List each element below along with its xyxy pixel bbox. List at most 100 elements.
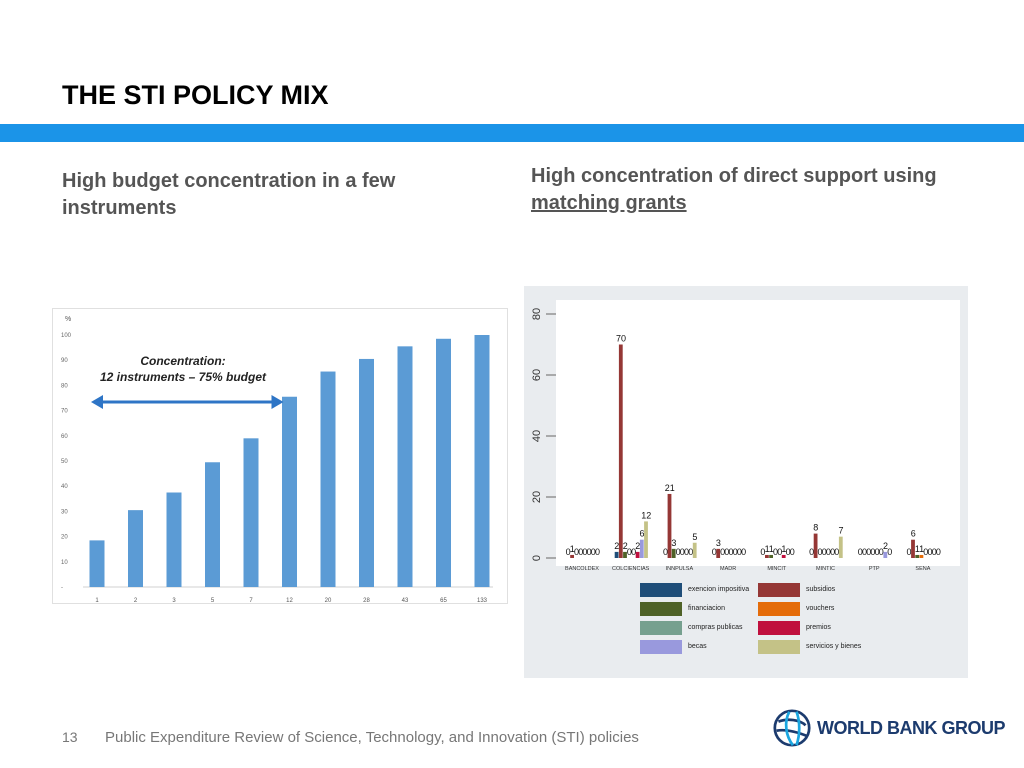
data-label: 0 — [887, 547, 892, 557]
legend-label: financiacion — [688, 605, 725, 612]
direct-support-legend: exencion impositiva subsidios financiacion… — [640, 580, 876, 656]
data-label: 0 — [587, 547, 592, 557]
x-tick-label: COLCIENCIAS — [612, 566, 650, 572]
bar-1 — [89, 540, 105, 587]
bar-12 — [282, 396, 297, 587]
data-label: 0 — [733, 547, 738, 557]
bar-BANCOLDEX-subsidios — [570, 554, 574, 558]
page-number: 13 — [62, 729, 78, 745]
bar-28 — [359, 358, 374, 587]
y-tick-label: 20 — [531, 491, 543, 503]
x-tick-label: PTP — [869, 566, 880, 572]
data-label: 0 — [858, 547, 863, 557]
legend-swatch — [640, 582, 682, 597]
data-label: 0 — [932, 547, 937, 557]
data-label: 12 — [641, 510, 651, 520]
data-label: 1 — [570, 544, 575, 554]
annotation-line-2: 12 instruments – 75% budget — [100, 370, 267, 384]
data-label: 0 — [578, 547, 583, 557]
data-label: 0 — [663, 547, 668, 557]
data-label: 2 — [614, 541, 619, 551]
y-tick-label: 100 — [61, 333, 72, 339]
data-label: 0 — [773, 547, 778, 557]
data-label: 0 — [582, 547, 587, 557]
x-tick-label: MADR — [720, 566, 736, 572]
bar-3 — [166, 492, 182, 587]
legend-label: compras publicas — [688, 624, 743, 631]
data-label: 0 — [680, 547, 685, 557]
bar-COLCIENCIAS-financiacion — [623, 551, 627, 558]
legend-item: compras publicas — [640, 618, 758, 637]
bar-MINTIC-subsidios — [813, 533, 818, 558]
legend-label: becas — [688, 643, 707, 650]
legend-row: financiacion vouchers — [640, 599, 876, 618]
world-bank-group-logo: WORLD BANK GROUP — [773, 702, 1006, 754]
x-tick-label: MINCIT — [767, 566, 787, 572]
legend-swatch — [640, 601, 682, 616]
data-label: 0 — [741, 547, 746, 557]
data-label: 0 — [927, 547, 932, 557]
x-tick-label: INNPULSA — [666, 566, 694, 572]
y-tick-label: 30 — [61, 509, 68, 515]
y-tick-label: 40 — [531, 430, 543, 442]
data-label: 1 — [769, 544, 774, 554]
legend-item: exencion impositiva — [640, 580, 758, 599]
bar-133 — [474, 335, 490, 587]
legend-swatch — [758, 601, 800, 616]
legend-label: subsidios — [806, 586, 836, 593]
data-label: 21 — [665, 483, 675, 493]
data-label: 0 — [906, 547, 911, 557]
data-label: 0 — [591, 547, 596, 557]
y-tick-label: 40 — [61, 484, 68, 490]
bar-20 — [320, 371, 336, 587]
right-subheading-text: High concentration of direct support usi… — [531, 165, 937, 187]
data-label: 0 — [866, 547, 871, 557]
data-label: 0 — [822, 547, 827, 557]
bar-SENA-subsidios — [911, 539, 915, 558]
direct-support-chart-panel: 0 20 40 60 80 0 1 0 0 0 0 0 0 BANCOLDEX 2 70 2 0 0 2 6 12 COLC… — [524, 286, 968, 678]
data-label: 0 — [676, 547, 681, 557]
data-label: 0 — [870, 547, 875, 557]
y-tick-label: 10 — [61, 560, 68, 566]
data-label: 70 — [616, 334, 626, 344]
legend-swatch — [640, 620, 682, 635]
annotation-arrow-head-left — [91, 395, 103, 409]
data-label: 0 — [720, 547, 725, 557]
bar-MADR-subsidios — [716, 548, 721, 558]
bar-7 — [243, 438, 259, 587]
bar-INNPULSA-subsidios — [667, 493, 672, 558]
title-accent-bar — [0, 124, 1024, 142]
data-label: 0 — [566, 547, 571, 557]
data-label: 6 — [639, 529, 644, 539]
bar-MINTIC-servicios-y-bienes — [838, 536, 843, 558]
x-tick-label: 20 — [325, 598, 332, 603]
left-subheading: High budget concentration in a few instr… — [62, 170, 396, 219]
data-label: 0 — [728, 547, 733, 557]
data-label: 0 — [862, 547, 867, 557]
data-label: 0 — [879, 547, 884, 557]
legend-swatch — [758, 639, 800, 654]
bar-PTP-becas — [883, 551, 888, 558]
data-label: 3 — [671, 538, 676, 548]
x-tick-label: MINTIC — [816, 566, 835, 572]
y-tick-label: 80 — [61, 383, 68, 389]
bar-MINCIT-premios — [781, 554, 786, 558]
x-tick-label: SENA — [915, 566, 930, 572]
legend-swatch — [758, 620, 800, 635]
data-label: 0 — [760, 547, 765, 557]
y-tick-label: 0 — [531, 555, 543, 561]
bar-INNPULSA-servicios-y-bienes — [692, 542, 697, 558]
data-label: 0 — [936, 547, 941, 557]
budget-concentration-chart-frame: % -10 20 30 40 50 60 70 80 90 100 1 2 3 5 7 12 20 28 43 65 13… — [52, 308, 508, 604]
legend-row: exencion impositiva subsidios — [640, 580, 876, 599]
right-subheading-underlined: matching grants — [531, 192, 687, 214]
globe-icon — [773, 709, 811, 747]
x-tick-label: 28 — [363, 598, 370, 603]
y-tick-label: 80 — [531, 308, 543, 320]
legend-row: becas servicios y bienes — [640, 637, 876, 656]
y-axis-label: % — [65, 316, 71, 323]
bar-COLCIENCIAS-exencion-impositiva — [614, 551, 619, 558]
data-label: 0 — [688, 547, 693, 557]
